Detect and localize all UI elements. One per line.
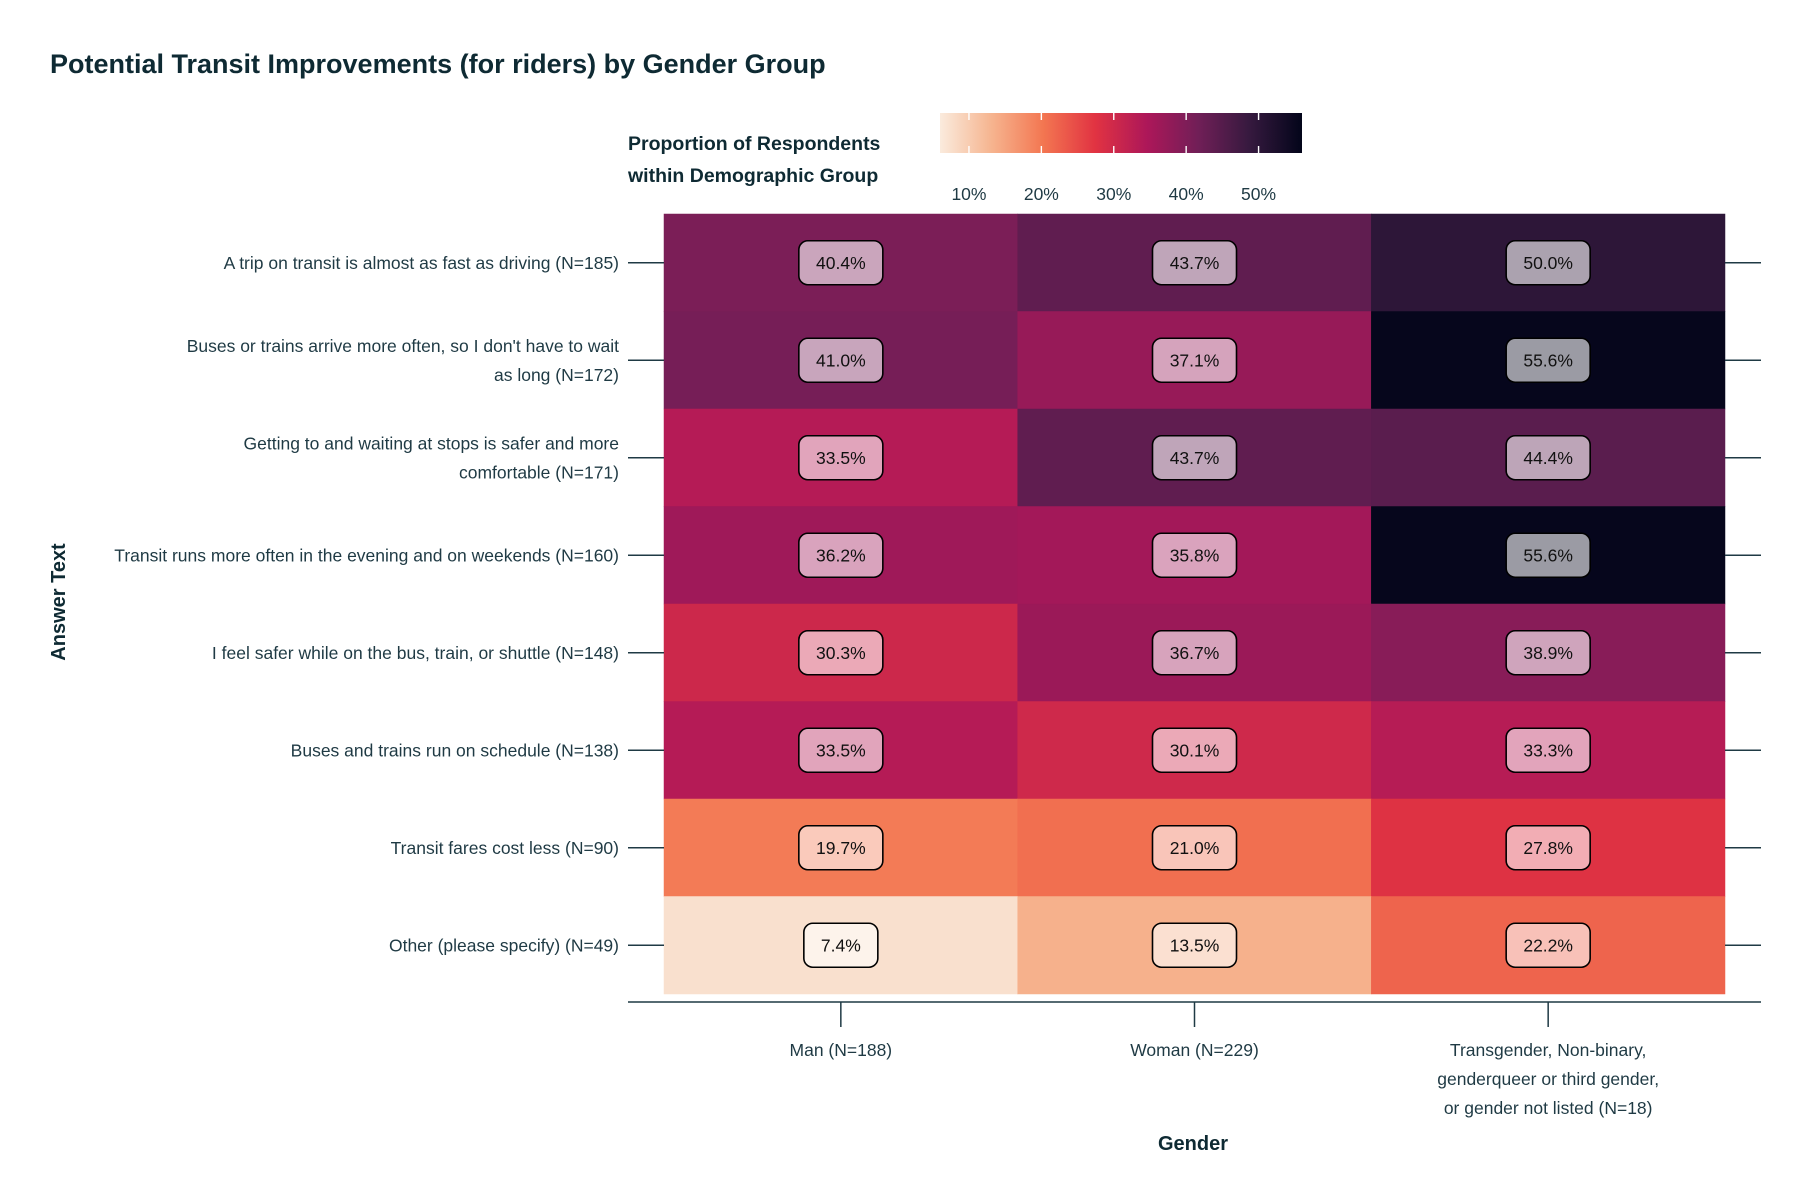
cell-value-label: 30.1%	[1170, 740, 1220, 760]
cell-value-label: 36.7%	[1170, 643, 1220, 663]
y-tick-label: comfortable (N=171)	[459, 462, 619, 482]
cell-label-box	[1151, 239, 1238, 286]
cell-value-label: 44.4%	[1523, 448, 1573, 468]
cell-label-box	[1151, 922, 1238, 969]
cell-value-label: 38.9%	[1523, 643, 1573, 663]
y-tick-label: Getting to and waiting at stops is safer…	[244, 433, 619, 453]
cell-value-label: 55.6%	[1523, 545, 1573, 565]
cell-label-box	[1151, 434, 1238, 481]
x-axis-title: Gender	[1158, 1133, 1228, 1155]
cell-label-box	[1505, 337, 1591, 384]
cell-value-label: 7.4%	[821, 935, 861, 955]
cell-label-box	[1151, 727, 1238, 774]
cell-label-box	[1151, 337, 1238, 384]
x-tick-label: Man (N=188)	[790, 1040, 893, 1060]
cell-value-label: 19.7%	[816, 838, 866, 858]
cell-value-label: 36.2%	[816, 545, 866, 565]
cell-label-box	[803, 922, 879, 969]
cell-value-label: 35.8%	[1170, 545, 1220, 565]
cell-value-label: 21.0%	[1170, 838, 1220, 858]
cell-value-label: 43.7%	[1170, 448, 1220, 468]
cell-label-box	[1151, 532, 1238, 579]
cell-value-label: 40.4%	[816, 253, 866, 273]
legend-tick-label: 10%	[951, 184, 986, 204]
cell-label-box	[1505, 239, 1591, 286]
y-tick-label: A trip on transit is almost as fast as d…	[224, 253, 619, 273]
y-tick-label: Buses and trains run on schedule (N=138)	[291, 740, 619, 760]
cell-label-box	[798, 434, 884, 481]
cell-label-box	[1505, 532, 1591, 579]
cell-value-label: 43.7%	[1170, 253, 1220, 273]
legend-title-line-2: within Demographic Group	[627, 165, 878, 187]
y-tick-label: Buses or trains arrive more often, so I …	[187, 336, 619, 356]
cell-label-box	[1151, 629, 1238, 676]
cell-value-label: 33.5%	[816, 448, 866, 468]
cell-label-box	[798, 532, 884, 579]
cell-value-label: 33.5%	[816, 740, 866, 760]
cell-label-box	[1505, 727, 1591, 774]
cell-label-box	[1505, 629, 1591, 676]
cell-label-box	[798, 824, 884, 871]
legend-color-bar	[940, 113, 1302, 153]
x-axis: Man (N=188) Woman (N=229) Transgender, Non…	[628, 1001, 1761, 1118]
heatmap-cells: 40.4% 43.7% 50.0% 41.0% 37.1% 55.6% 33.5% 43.7%…	[663, 213, 1726, 995]
x-tick-label: Transgender, Non-binary,	[1450, 1040, 1647, 1060]
y-tick-label: Transit runs more often in the evening a…	[114, 545, 619, 565]
x-tick-label: or gender not listed (N=18)	[1444, 1098, 1653, 1118]
cell-label-box	[798, 629, 884, 676]
cell-value-label: 22.2%	[1523, 935, 1573, 955]
y-axis-title: Answer Text	[48, 543, 70, 661]
chart-title: Potential Transit Improvements (for ride…	[50, 49, 826, 79]
color-legend: Proportion of Respondents within Demogra…	[627, 113, 1302, 204]
y-tick-label: Other (please specify) (N=49)	[389, 935, 619, 955]
y-tick-label: I feel safer while on the bus, train, or…	[212, 643, 619, 663]
cell-value-label: 50.0%	[1523, 253, 1573, 273]
cell-label-box	[1505, 824, 1591, 871]
cell-label-box	[1505, 922, 1591, 969]
cell-value-label: 41.0%	[816, 350, 866, 370]
cell-label-box	[798, 337, 884, 384]
legend-tick-label: 20%	[1024, 184, 1059, 204]
cell-label-box	[1505, 434, 1591, 481]
cell-value-label: 13.5%	[1170, 935, 1220, 955]
legend-tick-label: 30%	[1096, 184, 1131, 204]
cell-label-box	[798, 727, 884, 774]
x-tick-label: genderqueer or third gender,	[1437, 1069, 1659, 1089]
cell-value-label: 37.1%	[1170, 350, 1220, 370]
y-tick-label: as long (N=172)	[494, 365, 619, 385]
y-tick-label: Transit fares cost less (N=90)	[391, 838, 619, 858]
cell-value-label: 55.6%	[1523, 350, 1573, 370]
y-axis: A trip on transit is almost as fast as d…	[114, 253, 1761, 955]
cell-value-label: 27.8%	[1523, 838, 1573, 858]
legend-tick-label: 50%	[1241, 184, 1276, 204]
cell-value-label: 30.3%	[816, 643, 866, 663]
x-tick-label: Woman (N=229)	[1130, 1040, 1259, 1060]
legend-tick-label: 40%	[1169, 184, 1204, 204]
cell-label-box	[798, 239, 884, 286]
cell-value-label: 33.3%	[1523, 740, 1573, 760]
legend-title-line-1: Proportion of Respondents	[628, 133, 881, 155]
cell-label-box	[1151, 824, 1238, 871]
